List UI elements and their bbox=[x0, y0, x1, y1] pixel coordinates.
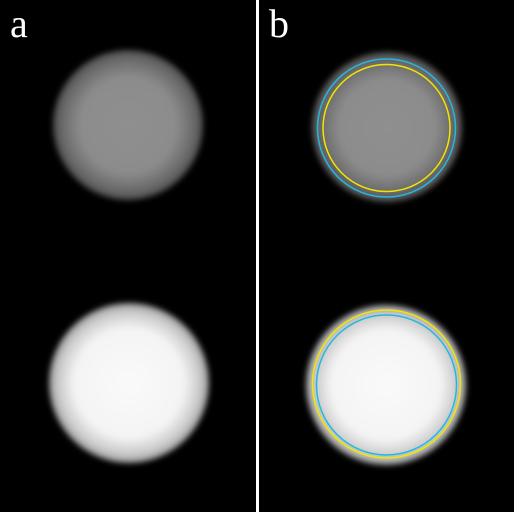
panel-a-label: a bbox=[10, 1, 28, 46]
contour-overlay bbox=[311, 58, 462, 459]
panel-a: a bbox=[0, 0, 256, 512]
upper-cyan-contour bbox=[316, 58, 457, 198]
lower-yellow-contour bbox=[311, 309, 462, 459]
panel-divider bbox=[256, 0, 259, 512]
lower-cyan-contour bbox=[315, 314, 458, 456]
upper-dim-blob bbox=[53, 50, 203, 200]
panel-b: b bbox=[259, 0, 514, 512]
panel-b-label: b bbox=[269, 1, 289, 46]
upper-yellow-contour bbox=[322, 63, 451, 193]
lower-bright-blob bbox=[49, 303, 209, 463]
